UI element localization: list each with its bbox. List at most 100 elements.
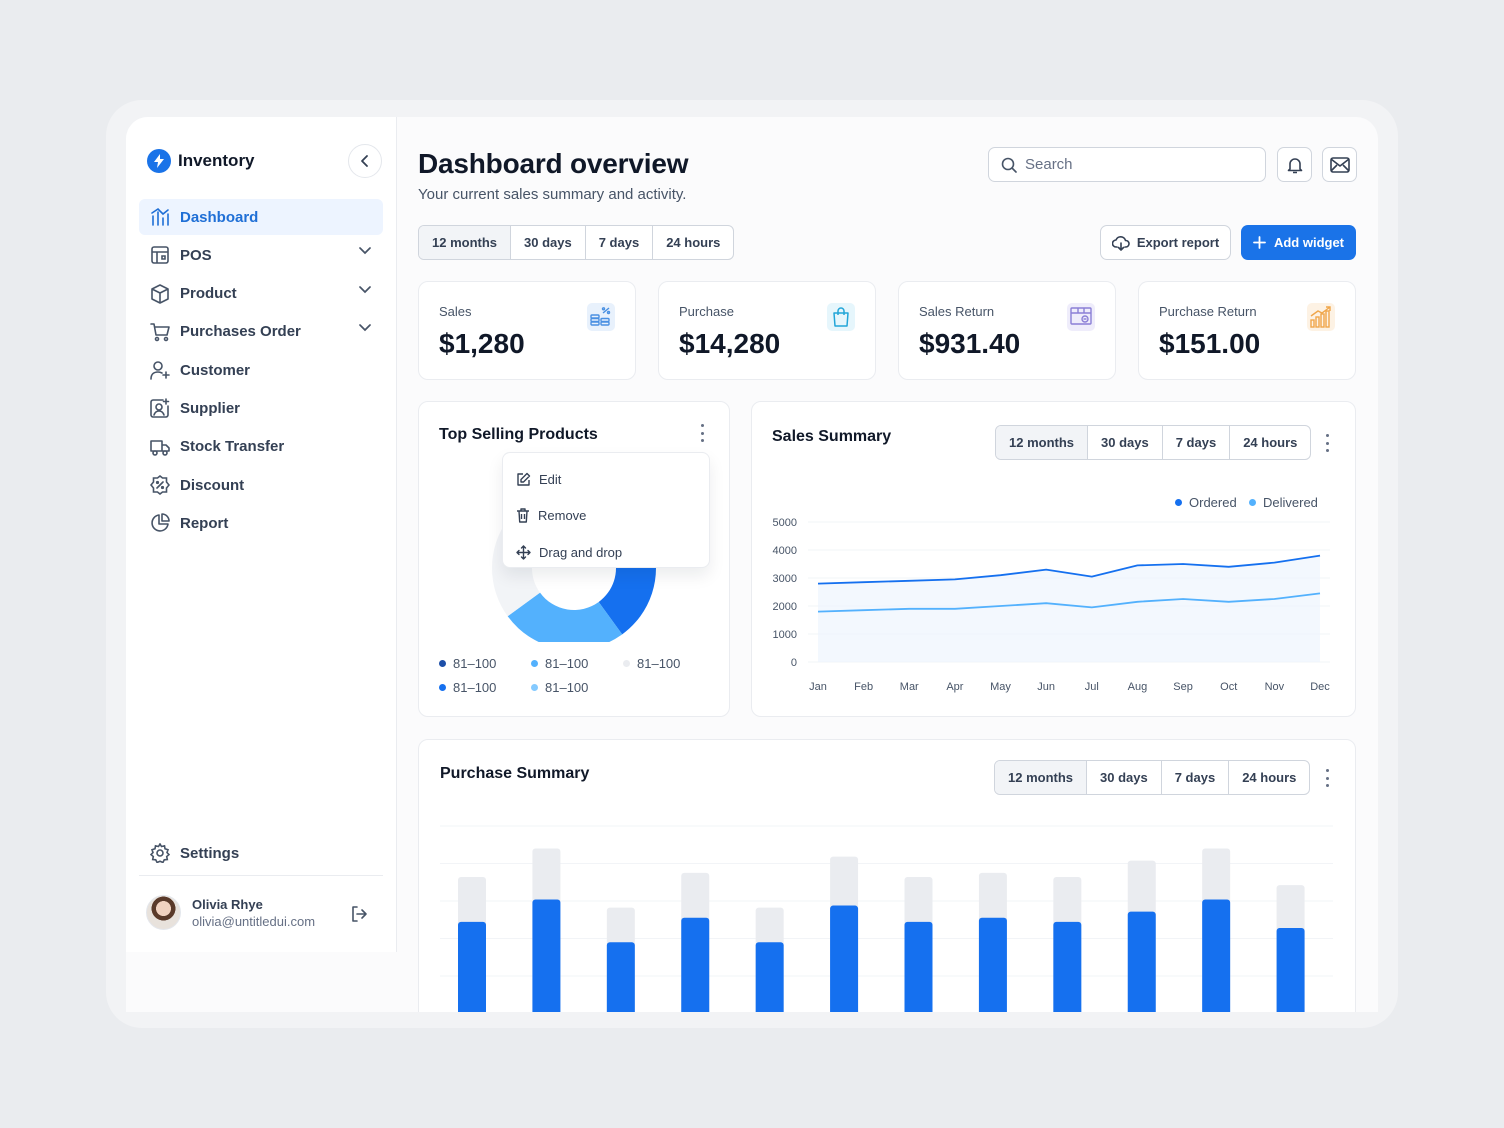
x-tick-label: Apr <box>946 681 963 693</box>
x-tick-label: Jan <box>809 681 827 693</box>
chevron-down-icon <box>359 285 371 293</box>
user-profile[interactable]: Olivia Rhye olivia@untitledui.com <box>146 895 315 930</box>
user-plus-icon <box>150 360 170 380</box>
sidebar-item-pos[interactable]: POS <box>139 237 383 273</box>
page-title: Dashboard overview <box>418 148 689 179</box>
discount-icon <box>150 475 170 496</box>
legend-dot <box>623 660 630 667</box>
bar <box>606 942 635 1012</box>
user-name: Olivia Rhye <box>192 896 263 912</box>
sidebar-item-report[interactable]: Report <box>139 505 383 541</box>
menu-item-label: Drag and drop <box>539 544 623 560</box>
top-selling-card: Top Selling Products Edit Remove Drag an… <box>418 401 730 717</box>
chevron-down-icon <box>359 324 371 332</box>
sidebar-item-discount[interactable]: Discount <box>139 467 383 503</box>
sidebar-item-supplier[interactable]: Supplier <box>139 390 383 426</box>
search-input[interactable]: Search <box>988 147 1266 182</box>
donut-slice <box>507 592 623 642</box>
sales-range-tabs: 12 months 30 days 7 days 24 hours <box>995 425 1312 460</box>
collapse-sidebar-button[interactable] <box>348 144 382 178</box>
tab-30-days[interactable]: 30 days <box>1088 426 1163 459</box>
stat-card-sales-return: Sales Return $931.40 <box>898 281 1116 380</box>
sidebar-item-label: Stock Transfer <box>180 438 285 456</box>
stat-label: Sales <box>439 304 472 319</box>
legend-item: 81–100 <box>439 680 496 695</box>
legend-dot <box>439 684 446 691</box>
tab-7-days[interactable]: 7 days <box>586 226 654 259</box>
avatar <box>146 895 181 930</box>
mail-icon <box>1329 156 1350 173</box>
gear-icon <box>150 843 170 863</box>
tab-12-months[interactable]: 12 months <box>995 761 1088 794</box>
purchase-summary-card: Purchase Summary 12 months 30 days 7 day… <box>418 739 1356 1012</box>
sidebar-item-label: Dashboard <box>180 208 259 226</box>
bar <box>1202 899 1231 1012</box>
sidebar-item-dashboard[interactable]: Dashboard <box>139 199 383 235</box>
x-tick-label: Feb <box>854 681 873 693</box>
more-options-icon[interactable] <box>699 424 705 442</box>
area-fill <box>818 555 1320 662</box>
edit-icon <box>517 472 531 486</box>
tab-24-hours[interactable]: 24 hours <box>1243 435 1298 450</box>
sidebar-item-product[interactable]: Product <box>139 276 383 312</box>
bolt-logo-icon <box>147 149 171 173</box>
tab-7-days[interactable]: 7 days <box>1163 426 1231 459</box>
coins-percent-icon <box>587 303 615 331</box>
x-tick-label: Oct <box>1220 681 1237 693</box>
x-tick-label: Mar <box>900 681 919 693</box>
pie-chart-icon <box>150 513 170 533</box>
tab-7-days[interactable]: 7 days <box>1162 761 1230 794</box>
notifications-button[interactable] <box>1277 147 1312 182</box>
legend-dot <box>531 684 538 691</box>
tab-24-hours[interactable]: 24 hours <box>1242 770 1297 785</box>
y-tick-label: 1000 <box>773 629 797 641</box>
menu-item-remove[interactable]: Remove <box>503 498 709 535</box>
menu-item-drag-and-drop[interactable]: Drag and drop <box>503 534 709 571</box>
tab-30-days[interactable]: 30 days <box>1087 761 1162 794</box>
export-report-button[interactable]: Export report <box>1100 225 1231 260</box>
card-title: Purchase Summary <box>440 765 590 782</box>
stat-card-sales: Sales $1,280 <box>418 281 636 380</box>
add-widget-label: Add widget <box>1273 235 1345 250</box>
supplier-icon <box>150 398 170 419</box>
brand: Inventory <box>147 149 255 173</box>
bell-icon <box>1287 157 1302 173</box>
tab-30-days[interactable]: 30 days <box>511 226 586 259</box>
shopping-bag-icon <box>827 303 855 331</box>
legend-dot <box>1249 499 1256 506</box>
legend-dot <box>531 660 538 667</box>
messages-button[interactable] <box>1322 147 1357 182</box>
tab-12-months[interactable]: 12 months <box>996 426 1089 459</box>
x-tick-label: Sep <box>1173 681 1193 693</box>
move-icon <box>516 545 531 560</box>
sidebar-item-settings[interactable]: Settings <box>139 835 383 871</box>
menu-item-label: Remove <box>538 508 587 524</box>
y-tick-label: 3000 <box>773 573 797 585</box>
sidebar-item-stock-transfer[interactable]: Stock Transfer <box>139 429 383 465</box>
chevron-left-icon <box>361 155 368 167</box>
more-options-icon[interactable] <box>1324 769 1330 787</box>
stat-card-purchase: Purchase $14,280 <box>658 281 876 380</box>
sidebar-item-purchases-order[interactable]: Purchases Order <box>139 314 383 350</box>
stat-value: $151.00 <box>1159 328 1261 359</box>
tab-12-months[interactable]: 12 months <box>419 226 512 259</box>
user-email: olivia@untitledui.com <box>192 913 316 929</box>
trash-icon <box>517 508 529 523</box>
bar <box>1276 928 1305 1012</box>
tab-24-hours[interactable]: 24 hours <box>666 235 721 250</box>
chevron-down-icon <box>359 247 371 255</box>
legend-item: Delivered <box>1249 495 1318 510</box>
y-tick-label: 5000 <box>773 517 797 529</box>
legend-label: 81–100 <box>453 656 497 671</box>
logout-button[interactable] <box>350 905 368 928</box>
stat-card-purchase-return: Purchase Return $151.00 <box>1138 281 1356 380</box>
more-options-icon[interactable] <box>1324 434 1330 452</box>
widget-menu: Edit Remove Drag and drop <box>502 452 710 568</box>
sidebar-item-customer[interactable]: Customer <box>139 352 383 388</box>
y-tick-label: 0 <box>791 657 797 669</box>
add-widget-button[interactable]: Add widget <box>1241 225 1356 260</box>
sales-summary-card: Sales Summary 12 months 30 days 7 days 2… <box>751 401 1356 717</box>
legend-label: 81–100 <box>637 656 681 671</box>
sidebar-divider <box>139 875 383 876</box>
menu-item-edit[interactable]: Edit <box>503 461 709 498</box>
